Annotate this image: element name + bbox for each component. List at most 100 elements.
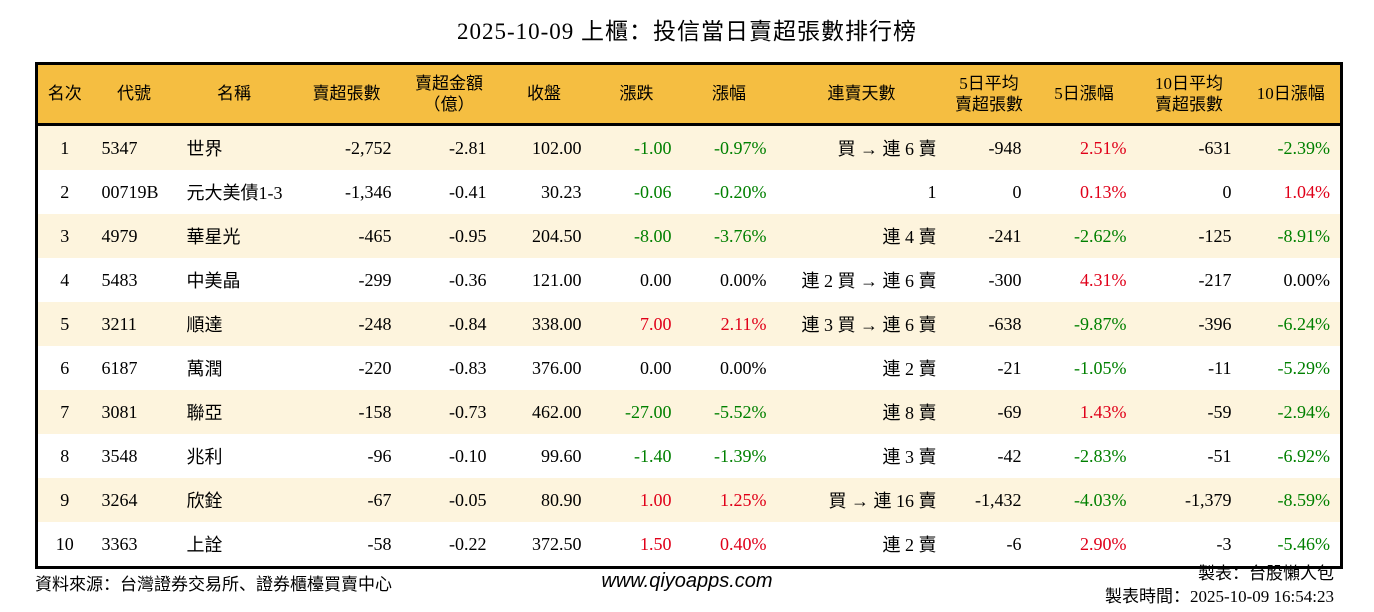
cell-pct10: -5.29% <box>1241 346 1342 390</box>
cell-avg5-net-sell: -42 <box>946 434 1032 478</box>
cell-net-sell: -2,752 <box>291 124 402 170</box>
cell-change: -8.00 <box>591 214 682 258</box>
cell-rank: 8 <box>36 434 92 478</box>
cell-net-sell-amount: -0.36 <box>401 258 497 302</box>
cell-sell-streak: 買 → 連 16 賣 <box>776 478 947 522</box>
cell-name: 欣銓 <box>176 478 292 522</box>
cell-net-sell-amount: -2.81 <box>401 124 497 170</box>
column-header-change-pct: 漲幅 <box>681 63 777 126</box>
cell-avg5-net-sell: -241 <box>946 214 1032 258</box>
cell-avg5-net-sell: -6 <box>946 522 1032 568</box>
generated-timestamp: 製表時間：2025-10-09 16:54:23 <box>1104 586 1334 606</box>
cell-pct10: -8.59% <box>1241 478 1342 522</box>
column-header-name: 名稱 <box>176 63 292 126</box>
cell-change: 0.00 <box>591 258 682 302</box>
cell-change: -1.00 <box>591 124 682 170</box>
cell-close: 372.50 <box>496 522 592 568</box>
cell-sell-streak: 買 → 連 6 賣 <box>776 124 947 170</box>
cell-change-pct: -1.39% <box>681 434 777 478</box>
cell-name: 華星光 <box>176 214 292 258</box>
cell-close: 376.00 <box>496 346 592 390</box>
cell-avg10-net-sell: -631 <box>1136 124 1242 170</box>
cell-pct10: -6.92% <box>1241 434 1342 478</box>
cell-pct5: -1.05% <box>1031 346 1137 390</box>
cell-net-sell: -96 <box>291 434 402 478</box>
cell-avg5-net-sell: -21 <box>946 346 1032 390</box>
cell-net-sell-amount: -0.22 <box>401 522 497 568</box>
cell-change: -1.40 <box>591 434 682 478</box>
cell-close: 102.00 <box>496 124 592 170</box>
cell-sell-streak: 連 3 買 → 連 6 賣 <box>776 302 947 346</box>
data-source-note: 資料來源：台灣證券交易所、證券櫃檯買賣中心 <box>35 575 392 594</box>
cell-pct10: -8.91% <box>1241 214 1342 258</box>
cell-change-pct: 0.40% <box>681 522 777 568</box>
cell-avg5-net-sell: -1,432 <box>946 478 1032 522</box>
net-sell-ranking-table: 名次 代號 名稱 賣超張數 賣超金額 （億） 收盤 漲跌 漲幅 連賣天數 5日平均 賣超張數 5日漲… <box>35 62 1343 569</box>
cell-sell-streak: 1 <box>776 170 947 214</box>
cell-net-sell: -465 <box>291 214 402 258</box>
cell-rank: 1 <box>36 124 92 170</box>
cell-pct5: -4.03% <box>1031 478 1137 522</box>
cell-change: -0.06 <box>591 170 682 214</box>
cell-net-sell: -1,346 <box>291 170 402 214</box>
cell-net-sell-amount: -0.10 <box>401 434 497 478</box>
footer-credits: 製表：台股懶人包 製表時間：2025-10-09 16:54:23 <box>1105 563 1334 609</box>
cell-net-sell-amount: -0.95 <box>401 214 497 258</box>
cell-avg10-net-sell: -59 <box>1136 390 1242 434</box>
column-header-sell-streak: 連賣天數 <box>776 63 947 126</box>
cell-rank: 9 <box>36 478 92 522</box>
cell-name: 順達 <box>176 302 292 346</box>
cell-change-pct: -0.20% <box>681 170 777 214</box>
cell-net-sell: -158 <box>291 390 402 434</box>
cell-name: 萬潤 <box>176 346 292 390</box>
cell-code: 6187 <box>91 346 177 390</box>
cell-change-pct: -5.52% <box>681 390 777 434</box>
table-row: 3 4979 華星光 -465 -0.95 204.50 -8.00 -3.76% 連 4 賣-… <box>36 214 1342 258</box>
cell-net-sell: -299 <box>291 258 402 302</box>
cell-code: 3211 <box>91 302 177 346</box>
cell-avg10-net-sell: -125 <box>1136 214 1242 258</box>
author-credit: 製表：台股懶人包 <box>1198 564 1334 583</box>
cell-change-pct: 0.00% <box>681 258 777 302</box>
table-row: 10 3363 上詮 -58 -0.22 372.50 1.50 0.40% 連 2 賣 -6 2.… <box>36 522 1342 568</box>
cell-avg10-net-sell: -1,379 <box>1136 478 1242 522</box>
cell-pct10: 0.00% <box>1241 258 1342 302</box>
cell-sell-streak: 連 8 賣 <box>776 390 947 434</box>
cell-pct5: 2.90% <box>1031 522 1137 568</box>
cell-rank: 4 <box>36 258 92 302</box>
cell-net-sell-amount: -0.84 <box>401 302 497 346</box>
cell-close: 338.00 <box>496 302 592 346</box>
cell-avg10-net-sell: -51 <box>1136 434 1242 478</box>
cell-avg10-net-sell: -11 <box>1136 346 1242 390</box>
cell-name: 兆利 <box>176 434 292 478</box>
cell-net-sell-amount: -0.05 <box>401 478 497 522</box>
cell-name: 元大美債1-3 <box>176 170 292 214</box>
cell-code: 3363 <box>91 522 177 568</box>
cell-net-sell: -58 <box>291 522 402 568</box>
column-header-change: 漲跌 <box>591 63 682 126</box>
column-header-net-sell: 賣超張數 <box>291 63 402 126</box>
cell-change: 0.00 <box>591 346 682 390</box>
cell-avg10-net-sell: -396 <box>1136 302 1242 346</box>
cell-change-pct: 0.00% <box>681 346 777 390</box>
table-body: 1 5347 世界 -2,752 -2.81 102.00 -1.00 -0.97% 買 → 連… <box>36 124 1342 568</box>
cell-rank: 7 <box>36 390 92 434</box>
cell-name: 聯亞 <box>176 390 292 434</box>
cell-net-sell: -248 <box>291 302 402 346</box>
cell-name: 中美晶 <box>176 258 292 302</box>
cell-avg5-net-sell: -300 <box>946 258 1032 302</box>
cell-change-pct: -3.76% <box>681 214 777 258</box>
page-title: 2025-10-09 上櫃：投信當日賣超張數排行榜 <box>456 19 918 44</box>
column-header-avg10-net-sell: 10日平均 賣超張數 <box>1136 63 1242 126</box>
cell-change: 1.00 <box>591 478 682 522</box>
column-header-close: 收盤 <box>496 63 592 126</box>
cell-avg5-net-sell: 0 <box>946 170 1032 214</box>
table-header: 名次 代號 名稱 賣超張數 賣超金額 （億） 收盤 漲跌 漲幅 連賣天數 5日平均 賣超張數 5日漲… <box>36 63 1342 126</box>
cell-close: 204.50 <box>496 214 592 258</box>
cell-pct10: -6.24% <box>1241 302 1342 346</box>
cell-close: 462.00 <box>496 390 592 434</box>
cell-sell-streak: 連 3 賣 <box>776 434 947 478</box>
cell-pct10: 1.04% <box>1241 170 1342 214</box>
cell-pct5: -9.87% <box>1031 302 1137 346</box>
table-row: 2 00719B 元大美債1-3 -1,346 -0.41 30.23 -0.06 -0.20… <box>36 170 1342 214</box>
